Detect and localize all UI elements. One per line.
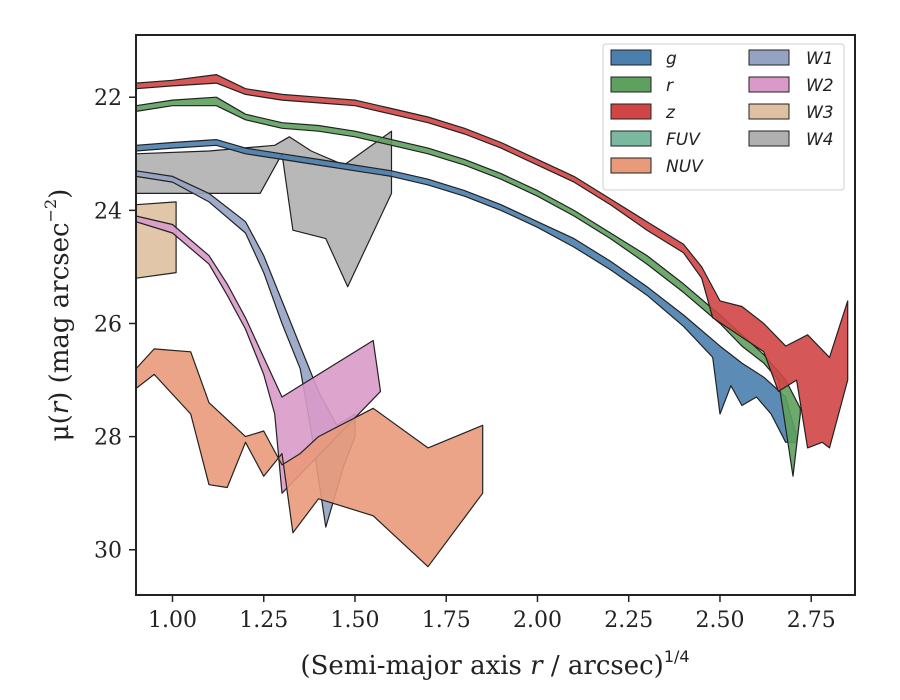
- x-tick-label: 2.00: [513, 608, 562, 633]
- legend-swatch-z: [610, 103, 652, 120]
- x-tick-label: 1.75: [422, 608, 471, 633]
- y-axis-label-post: ) (mag arcsec: [45, 222, 75, 401]
- legend-swatch-g: [610, 49, 652, 66]
- band-w4: [136, 130, 393, 288]
- legend-label-fuv: FUV: [666, 130, 701, 150]
- x-tick-label: 1.25: [239, 608, 288, 633]
- y-tick-label: 30: [94, 539, 122, 564]
- legend-label-z: z: [665, 103, 676, 123]
- y-axis-label-close: ): [45, 189, 75, 199]
- x-axis-label-var: r: [530, 651, 544, 681]
- legend-label-nuv: NUV: [666, 157, 704, 177]
- x-tick-label: 1.00: [148, 608, 197, 633]
- legend-label-r: r: [666, 76, 674, 96]
- x-axis-label-post: / arcsec): [543, 651, 664, 681]
- legend-swatch-fuv: [610, 130, 652, 147]
- x-tick-label: 2.75: [787, 608, 836, 633]
- band-z: [136, 74, 849, 449]
- x-tick-label: 1.50: [330, 608, 379, 633]
- legend-label-g: g: [666, 49, 677, 69]
- legend-swatch-w3: [748, 103, 790, 120]
- y-axis-label: μ(r) (mag arcsec−2): [41, 189, 75, 442]
- x-axis-label-sup: 1/4: [664, 647, 690, 666]
- legend-label-w4: W4: [806, 130, 834, 150]
- y-tick-label: 26: [94, 312, 122, 337]
- plot-frame: [135, 34, 856, 596]
- band-g: [136, 139, 798, 443]
- x-tick-label: 2.50: [695, 608, 744, 633]
- x-tick-label: 2.25: [604, 608, 653, 633]
- legend-swatch-r: [610, 76, 652, 93]
- legend-swatch-w4: [748, 130, 790, 147]
- y-axis-ticks: 22 24 26 28 30: [94, 86, 136, 564]
- x-axis-label-pre: (Semi-major axis: [300, 651, 530, 681]
- x-axis-ticks: 1.00 1.25 1.50 1.75 2.00 2.25 2.50 2.75: [148, 595, 836, 633]
- legend-label-w3: W3: [806, 103, 834, 123]
- legend: grz FUV NUV W1 W2 W3 W4: [602, 43, 845, 191]
- data-bands: [136, 74, 849, 568]
- legend-swatch-w1: [748, 49, 790, 66]
- band-w3: [136, 201, 177, 279]
- y-tick-label: 28: [94, 426, 122, 451]
- legend-label-w2: W2: [806, 76, 834, 96]
- y-axis-label-var: r: [45, 400, 75, 414]
- band-nuv: [136, 348, 484, 568]
- band-r: [136, 96, 801, 477]
- legend-label-w1: W1: [806, 49, 834, 69]
- y-axis-label-pre: μ(: [45, 414, 75, 441]
- legend-swatch-w2: [748, 76, 790, 93]
- y-axis-label-sup: −2: [41, 199, 60, 223]
- x-axis-label: (Semi-major axis r / arcsec)1/4: [300, 647, 689, 681]
- legend-swatch-nuv: [610, 157, 652, 174]
- y-tick-label: 24: [94, 199, 122, 224]
- y-tick-label: 22: [94, 86, 122, 111]
